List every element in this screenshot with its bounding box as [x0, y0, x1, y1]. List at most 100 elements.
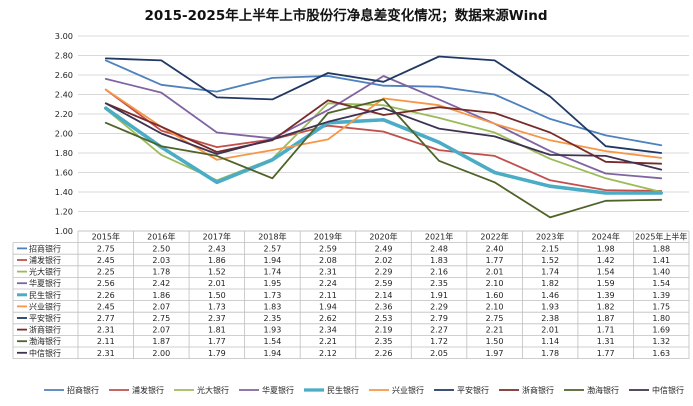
x-category-label: 2017年 [203, 232, 231, 242]
table-cell: 1.74 [264, 268, 282, 277]
table-cell: 2.38 [541, 314, 559, 323]
legend-label: 平安银行 [457, 385, 489, 395]
series-line [104, 55, 663, 154]
y-tick-label: 2.80 [55, 51, 73, 61]
x-category-label: 2020年 [369, 232, 397, 242]
table-cell: 1.98 [597, 244, 615, 253]
table-cell: 2.07 [152, 326, 170, 335]
y-tick-label: 2.20 [55, 109, 73, 119]
table-cell: 1.83 [430, 256, 448, 265]
table-series-name: 民生银行 [29, 290, 61, 300]
table-cell: 1.42 [597, 256, 615, 265]
table-cell: 1.93 [541, 302, 559, 311]
table-cell: 1.59 [597, 279, 615, 288]
table-series-name: 兴业银行 [29, 301, 61, 311]
table-cell: 1.88 [652, 244, 670, 253]
y-tick-label: 1.00 [55, 226, 73, 236]
legend-label: 浙商银行 [522, 385, 554, 395]
table-cell: 1.40 [652, 268, 670, 277]
table-cell: 2.01 [208, 279, 226, 288]
x-category-label: 2023年 [536, 232, 564, 242]
table-cell: 2.11 [97, 337, 115, 346]
table-cell: 1.63 [652, 349, 670, 358]
x-category-label: 2018年 [258, 232, 286, 242]
table-cell: 2.01 [541, 326, 559, 335]
x-category-label: 2019年 [314, 232, 342, 242]
table-cell: 2.00 [152, 349, 170, 358]
y-tick-label: 1.80 [55, 148, 73, 158]
gridlines [78, 35, 689, 232]
table-cell: 2.34 [319, 326, 337, 335]
table-cell: 2.03 [152, 256, 170, 265]
table-cell: 1.74 [541, 268, 559, 277]
table-cell: 2.77 [97, 314, 115, 323]
y-tick-label: 1.40 [55, 187, 73, 197]
y-tick-label: 1.60 [55, 168, 73, 178]
table-cell: 2.01 [486, 268, 504, 277]
table-series-name: 平安银行 [29, 313, 61, 323]
legend-item: 招商银行 [44, 385, 99, 395]
table-cell: 2.45 [97, 256, 115, 265]
table-cell: 1.86 [208, 256, 226, 265]
table-cell: 1.77 [486, 256, 504, 265]
table-cell: 1.69 [652, 326, 670, 335]
table-cell: 1.54 [597, 268, 615, 277]
legend-label: 渤海银行 [587, 385, 619, 395]
table-cell: 2.35 [264, 314, 282, 323]
table-cell: 1.83 [264, 302, 282, 311]
legend-label: 民生银行 [327, 385, 359, 395]
table-cell: 2.31 [97, 349, 115, 358]
legend: 招商银行 浦发银行 光大银行 华夏银行 民生银行 兴业银行 平安银行 浙商银行 渤海银行 中信银行 [44, 385, 684, 395]
table-cell: 2.25 [97, 268, 115, 277]
table-series-name: 华夏银行 [29, 278, 61, 288]
table-cell: 2.36 [375, 302, 393, 311]
table-cell: 1.52 [208, 268, 226, 277]
x-category-label: 2015年 [92, 232, 120, 242]
table-cell: 2.11 [319, 291, 337, 300]
series-line [104, 99, 663, 165]
legend-item: 华夏银行 [239, 385, 294, 395]
table-cell: 2.29 [375, 268, 393, 277]
table-cell: 1.94 [264, 256, 282, 265]
table-cell: 2.42 [152, 279, 170, 288]
legend-item: 中信银行 [629, 385, 684, 395]
series-lines [104, 55, 664, 219]
table-cell: 1.39 [597, 291, 615, 300]
table-cell: 1.77 [597, 349, 615, 358]
table-cell: 1.78 [541, 349, 559, 358]
table-cell: 1.80 [652, 314, 670, 323]
table-cell: 1.50 [486, 337, 504, 346]
series-line [104, 59, 663, 147]
table-cell: 2.31 [97, 326, 115, 335]
table-cell: 1.87 [597, 314, 615, 323]
x-category-label: 2022年 [480, 232, 508, 242]
table-cell: 1.82 [597, 302, 615, 311]
table-cell: 2.26 [97, 291, 115, 300]
legend-label: 华夏银行 [262, 385, 294, 395]
table-cell: 1.77 [208, 337, 226, 346]
table-cell: 2.21 [486, 326, 504, 335]
table-cell: 1.71 [597, 326, 615, 335]
table-cell: 2.31 [319, 268, 337, 277]
legend-item: 民生银行 [304, 385, 359, 395]
y-tick-label: 1.20 [55, 207, 73, 217]
y-tick-label: 2.60 [55, 70, 73, 80]
legend-item: 浦发银行 [109, 385, 164, 395]
table-series-name: 中信银行 [29, 348, 61, 358]
table-cell: 1.72 [430, 337, 448, 346]
table-cell: 2.27 [430, 326, 448, 335]
table-cell: 2.35 [375, 337, 393, 346]
table-cell: 2.05 [430, 349, 448, 358]
legend-item: 光大银行 [174, 385, 229, 395]
table-series-name: 浦发银行 [29, 255, 61, 265]
data-table: 2015年 2016年 2017年 2018年 2019年 2020年 2021年 2022年… [12, 230, 690, 360]
table-cell: 1.73 [208, 302, 226, 311]
table-series-name: 浙商银行 [29, 325, 61, 335]
table-cell: 1.82 [541, 279, 559, 288]
table-cell: 2.10 [486, 302, 504, 311]
table-cell: 1.54 [264, 337, 282, 346]
legend-item: 兴业银行 [369, 385, 424, 395]
table-cell: 2.12 [319, 349, 337, 358]
table-series-name: 招商银行 [29, 243, 61, 253]
table-cell: 2.16 [430, 268, 448, 277]
